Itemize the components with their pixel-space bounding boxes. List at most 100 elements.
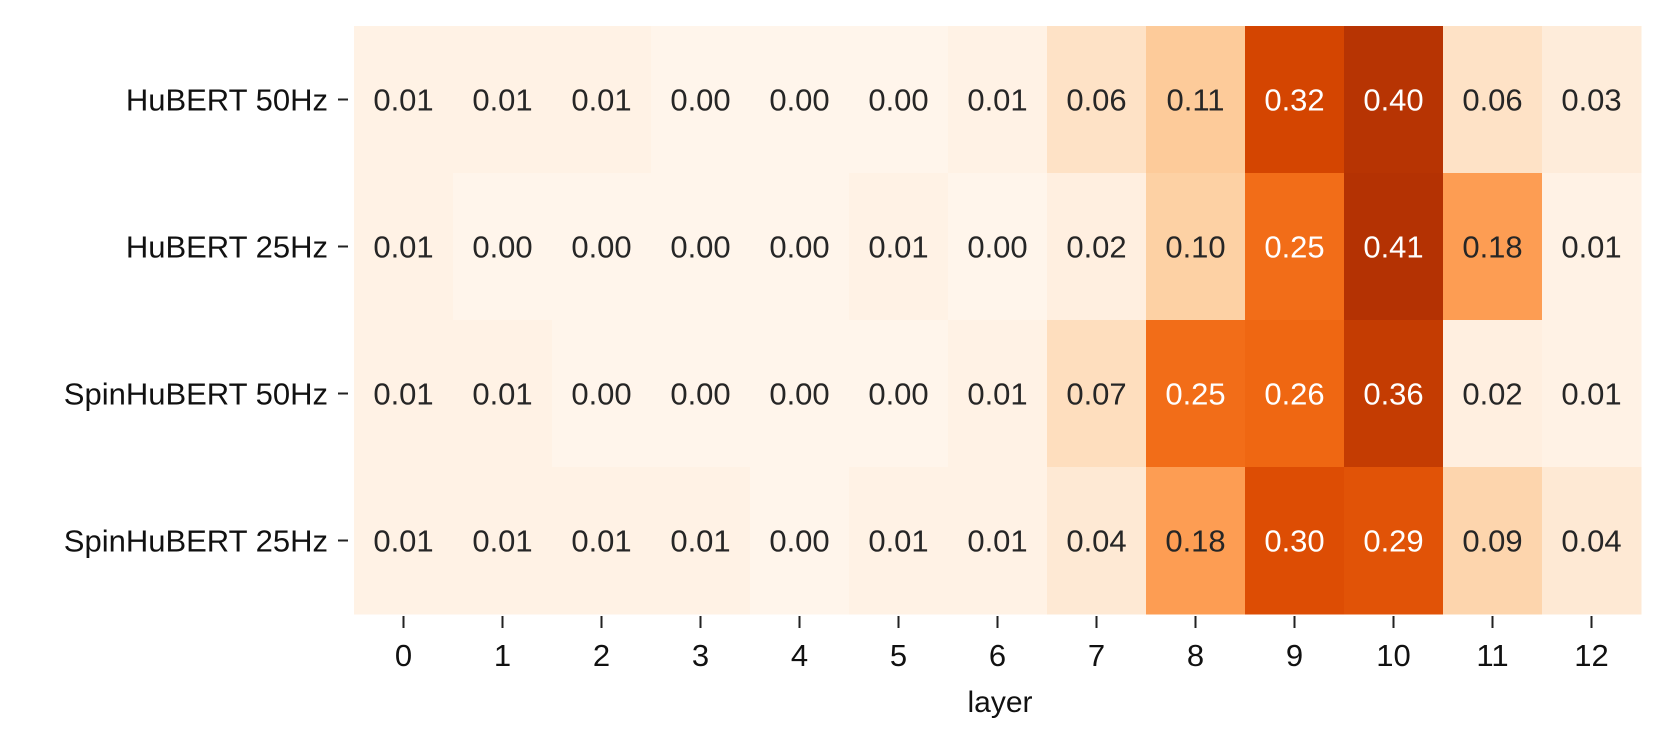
cell-value-label: 0.29 — [1363, 524, 1423, 559]
x-tick-label: 8 — [1187, 638, 1204, 673]
cell-value-label: 0.01 — [571, 524, 631, 559]
cell-annotations: 0.01 0.01 0.01 0.00 0.00 0.00 0.01 0.06 0.11 0.32… — [373, 83, 1621, 559]
x-tick-label: 9 — [1286, 638, 1303, 673]
heatmap-cell — [849, 26, 949, 174]
y-tick-label: SpinHuBERT 50Hz — [64, 377, 328, 412]
cell-value-label: 0.00 — [769, 377, 829, 412]
cell-value-label: 0.25 — [1165, 377, 1225, 412]
cell-value-label: 0.09 — [1462, 524, 1522, 559]
cell-value-label: 0.00 — [769, 524, 829, 559]
heatmap-cell — [1245, 467, 1345, 615]
heatmap-cell — [453, 173, 553, 321]
y-tick-label: HuBERT 25Hz — [126, 230, 328, 265]
x-tick-label: 3 — [692, 638, 709, 673]
cell-value-label: 0.00 — [670, 377, 730, 412]
heatmap-cell — [552, 26, 652, 174]
cell-value-label: 0.00 — [868, 83, 928, 118]
heatmap-cell — [1047, 320, 1147, 468]
heatmap-cell — [948, 320, 1048, 468]
y-tick-label: HuBERT 50Hz — [126, 83, 328, 118]
heatmap-cell — [1344, 173, 1444, 321]
heatmap-cell — [1146, 26, 1246, 174]
heatmap-cell — [849, 173, 949, 321]
cell-value-label: 0.01 — [868, 230, 928, 265]
cell-value-label: 0.01 — [670, 524, 730, 559]
x-tick-label: 1 — [494, 638, 511, 673]
heatmap-cell — [1146, 173, 1246, 321]
cell-value-label: 0.00 — [868, 377, 928, 412]
heatmap-cell — [651, 467, 751, 615]
heatmap-cell — [948, 467, 1048, 615]
heatmap-cell — [651, 320, 751, 468]
heatmap-cell — [354, 26, 454, 174]
cell-value-label: 0.30 — [1264, 524, 1324, 559]
heatmap-cell — [1542, 320, 1642, 468]
y-axis: HuBERT 50Hz HuBERT 25Hz SpinHuBERT 50Hz Spi… — [64, 83, 348, 559]
heatmap-cell — [1047, 173, 1147, 321]
cell-value-label: 0.26 — [1264, 377, 1324, 412]
cell-value-label: 0.01 — [967, 377, 1027, 412]
heatmap-cell — [354, 173, 454, 321]
heatmap-cell — [651, 173, 751, 321]
cell-value-label: 0.01 — [472, 524, 532, 559]
heatmap-cell — [354, 320, 454, 468]
heatmap-cell — [1542, 467, 1642, 615]
heatmap-cell — [1047, 467, 1147, 615]
cell-value-label: 0.01 — [373, 524, 433, 559]
x-tick-label: 10 — [1376, 638, 1410, 673]
heatmap-cell — [948, 173, 1048, 321]
heatmap-cell — [948, 26, 1048, 174]
cell-value-label: 0.01 — [472, 83, 532, 118]
heatmap-cell — [1344, 467, 1444, 615]
cell-value-label: 0.36 — [1363, 377, 1423, 412]
heatmap-cell — [849, 320, 949, 468]
y-tick-label: SpinHuBERT 25Hz — [64, 524, 328, 559]
heatmap-cell — [1047, 26, 1147, 174]
cell-value-label: 0.41 — [1363, 230, 1423, 265]
x-axis-title: layer — [967, 686, 1032, 719]
heatmap-cell — [1344, 26, 1444, 174]
heatmap-cell — [354, 467, 454, 615]
cell-value-label: 0.00 — [670, 83, 730, 118]
cell-value-label: 0.01 — [571, 83, 631, 118]
cell-value-label: 0.01 — [472, 377, 532, 412]
heatmap-cell — [750, 467, 850, 615]
heatmap-cell — [750, 173, 850, 321]
heatmap-cell — [1443, 26, 1543, 174]
cell-value-label: 0.00 — [769, 230, 829, 265]
heatmap-cells — [354, 26, 1642, 615]
cell-value-label: 0.00 — [769, 83, 829, 118]
cell-value-label: 0.00 — [571, 230, 631, 265]
cell-value-label: 0.40 — [1363, 83, 1423, 118]
cell-value-label: 0.00 — [967, 230, 1027, 265]
cell-value-label: 0.25 — [1264, 230, 1324, 265]
cell-value-label: 0.01 — [868, 524, 928, 559]
cell-value-label: 0.01 — [1561, 230, 1621, 265]
heatmap-cell — [1245, 26, 1345, 174]
heatmap-cell — [453, 320, 553, 468]
x-tick-label: 4 — [791, 638, 808, 673]
cell-value-label: 0.03 — [1561, 83, 1621, 118]
x-tick-label: 0 — [395, 638, 412, 673]
cell-value-label: 0.00 — [571, 377, 631, 412]
x-tick-label: 2 — [593, 638, 610, 673]
heatmap-cell — [1245, 173, 1345, 321]
heatmap-cell — [1146, 320, 1246, 468]
cell-value-label: 0.01 — [967, 524, 1027, 559]
cell-value-label: 0.32 — [1264, 83, 1324, 118]
cell-value-label: 0.04 — [1561, 524, 1621, 559]
heatmap-cell — [453, 26, 553, 174]
heatmap-cell — [1443, 173, 1543, 321]
cell-value-label: 0.01 — [967, 83, 1027, 118]
heatmap-cell — [552, 467, 652, 615]
cell-value-label: 0.10 — [1165, 230, 1225, 265]
heatmap-cell — [750, 320, 850, 468]
x-tick-label: 5 — [890, 638, 907, 673]
heatmap-cell — [849, 467, 949, 615]
cell-value-label: 0.00 — [472, 230, 532, 265]
x-tick-label: 11 — [1476, 638, 1508, 673]
x-axis: 0 1 2 3 4 5 6 7 8 9 10 11 12 — [395, 616, 1609, 673]
heatmap-cell — [1542, 26, 1642, 174]
